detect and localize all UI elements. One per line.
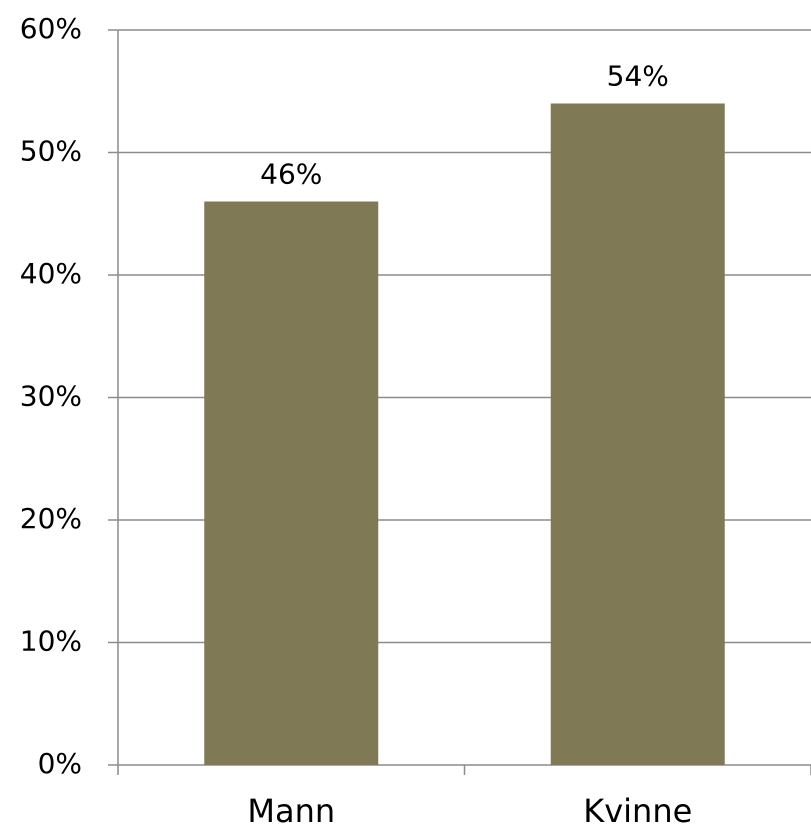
bar-mann <box>204 201 379 765</box>
x-category-label: Kvinne <box>583 792 692 827</box>
y-tick-label: 40% <box>20 257 82 290</box>
bar-kvinne <box>550 103 725 765</box>
data-label: 46% <box>260 158 322 191</box>
y-tick-label: 0% <box>38 747 82 780</box>
data-label: 54% <box>607 60 669 93</box>
y-tick-label: 50% <box>20 135 82 168</box>
labels: 0% 10% 20% 30% 40% 50% 60% 46% Mann 54% Kvinne <box>20 12 693 827</box>
y-tick-label: 20% <box>20 502 82 535</box>
y-tick-label: 30% <box>20 380 82 413</box>
y-tick-label: 60% <box>20 12 82 45</box>
y-tick-label: 10% <box>20 625 82 658</box>
bars <box>204 103 725 765</box>
x-category-label: Mann <box>247 792 335 827</box>
